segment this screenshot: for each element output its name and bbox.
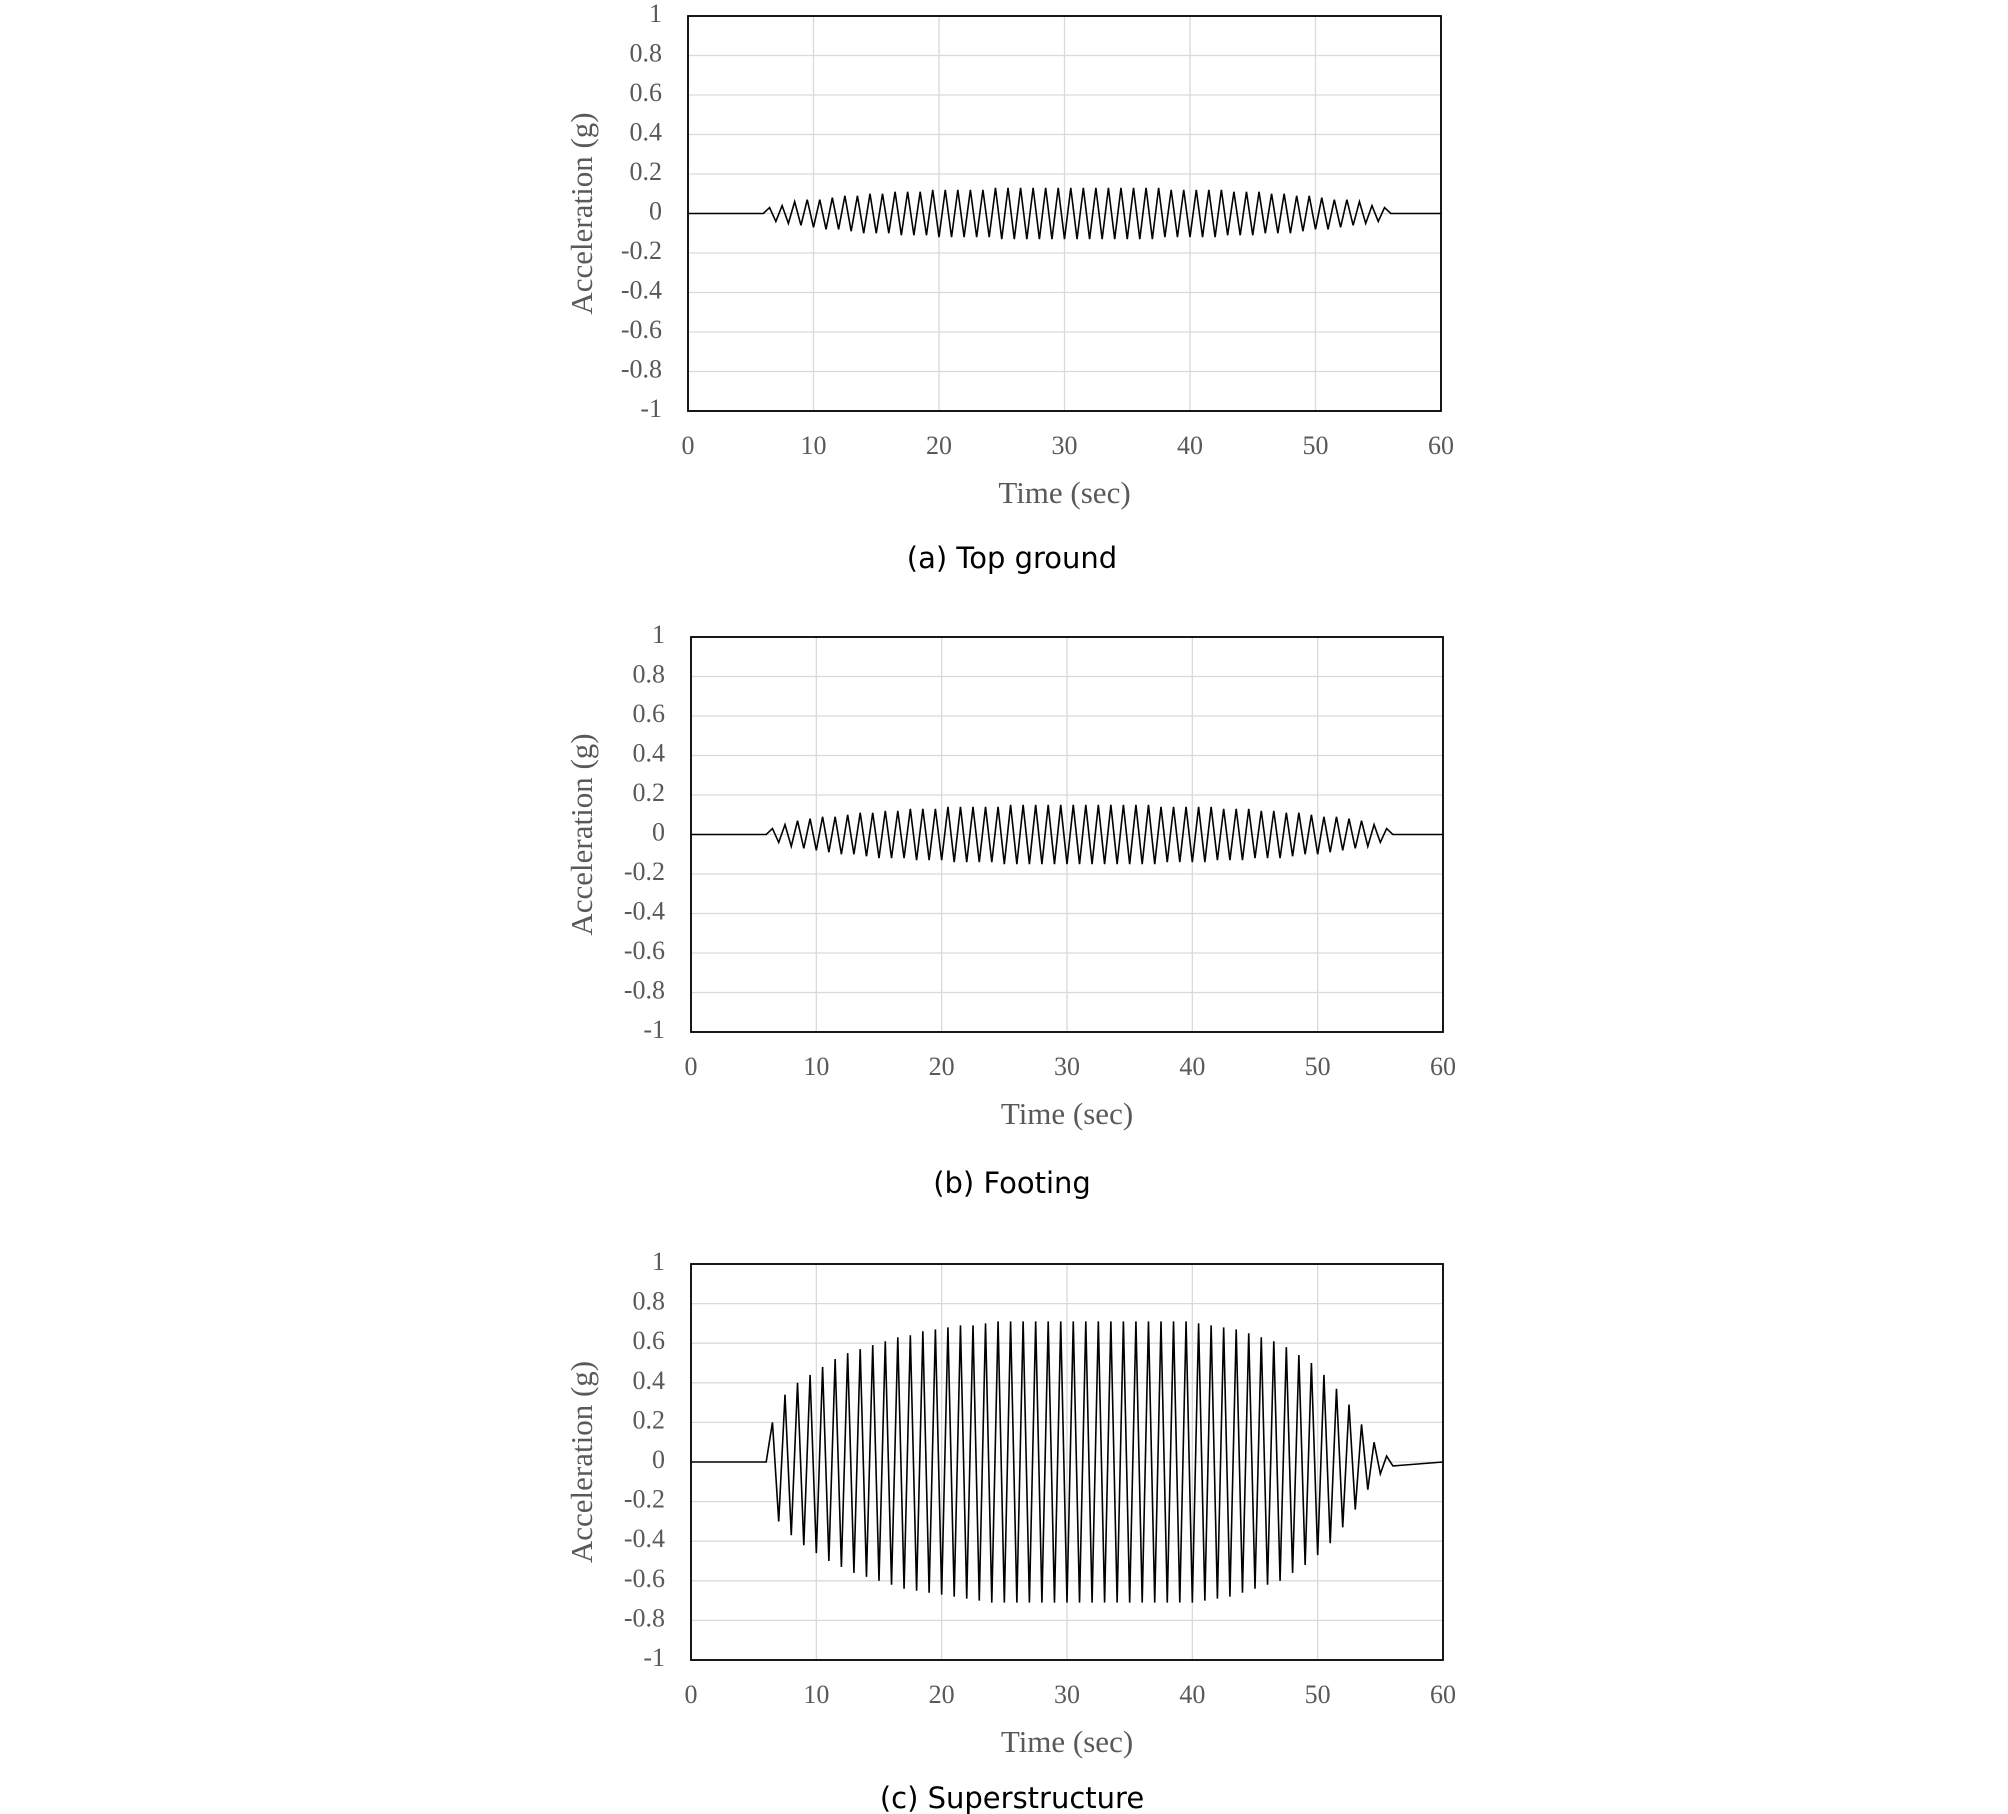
x-tick-label: 0 (685, 1052, 698, 1081)
y-axis-title: Acceleration (g) (564, 1361, 599, 1563)
plot-frame (687, 15, 1442, 412)
y-tick-label: -1 (643, 1643, 665, 1672)
x-tick-label: 30 (1054, 1680, 1080, 1709)
plot-frame (690, 636, 1444, 1033)
y-tick-label: -0.8 (624, 1603, 665, 1632)
y-tick-label: 0.6 (633, 1326, 666, 1355)
x-tick-label: 10 (801, 431, 827, 460)
y-tick-label: 0.8 (633, 1287, 666, 1316)
x-tick-label: 40 (1179, 1680, 1205, 1709)
y-tick-label: 1 (652, 1247, 665, 1276)
x-tick-label: 20 (926, 431, 952, 460)
signal-line (688, 187, 1441, 240)
y-tick-label: 0.4 (633, 1366, 666, 1395)
y-tick-label: 0.2 (633, 1405, 666, 1434)
x-tick-label: 60 (1430, 1052, 1456, 1081)
y-tick-label: 0.4 (630, 117, 663, 146)
x-axis-title: Time (sec) (1001, 1096, 1133, 1131)
y-tick-label: 1 (652, 620, 665, 649)
x-tick-label: 40 (1179, 1052, 1205, 1081)
y-axis-title: Acceleration (g) (564, 733, 599, 935)
signal-line (691, 804, 1443, 865)
chart-caption: (c) Superstructure (880, 1781, 1144, 1814)
y-tick-label: -0.2 (621, 236, 662, 265)
x-tick-label: 60 (1428, 431, 1454, 460)
y-tick-label: -0.4 (624, 896, 665, 925)
y-tick-label: -0.2 (624, 857, 665, 886)
y-tick-label: -0.6 (624, 1564, 665, 1593)
y-tick-label: 0 (652, 1445, 665, 1474)
x-axis-title: Time (sec) (998, 475, 1130, 510)
chart-caption: (a) Top ground (907, 541, 1117, 575)
x-tick-label: 0 (685, 1680, 698, 1709)
x-tick-label: 50 (1305, 1052, 1331, 1081)
x-tick-label: 30 (1052, 431, 1078, 460)
y-tick-label: 0 (649, 196, 662, 225)
y-tick-label: 0.2 (630, 157, 663, 186)
plot-frame (690, 1263, 1444, 1661)
x-tick-label: 50 (1303, 431, 1329, 460)
y-tick-label: -0.8 (624, 975, 665, 1004)
x-tick-label: 20 (929, 1680, 955, 1709)
y-tick-label: -0.8 (621, 354, 662, 383)
x-tick-label: 20 (929, 1052, 955, 1081)
x-tick-label: 60 (1430, 1680, 1456, 1709)
y-tick-label: -1 (643, 1015, 665, 1044)
signal-line (691, 1321, 1444, 1603)
y-tick-label: 0.6 (630, 78, 663, 107)
x-axis-title: Time (sec) (1001, 1724, 1133, 1759)
y-tick-label: 1 (649, 0, 662, 28)
y-tick-label: -0.4 (624, 1524, 665, 1553)
y-axis-title: Acceleration (g) (564, 112, 599, 314)
chart-caption: (b) Footing (933, 1166, 1091, 1200)
x-tick-label: 10 (803, 1052, 829, 1081)
x-tick-label: 40 (1177, 431, 1203, 460)
x-tick-label: 10 (803, 1680, 829, 1709)
y-tick-label: 0 (652, 817, 665, 846)
y-tick-label: 0.4 (633, 738, 666, 767)
x-tick-label: 0 (682, 431, 695, 460)
y-tick-label: -1 (640, 394, 662, 423)
x-tick-label: 30 (1054, 1052, 1080, 1081)
y-tick-label: -0.6 (621, 315, 662, 344)
y-tick-label: 0.8 (633, 659, 666, 688)
y-tick-label: 0.8 (630, 38, 663, 67)
y-tick-label: -0.6 (624, 936, 665, 965)
y-tick-label: -0.4 (621, 275, 662, 304)
x-tick-label: 50 (1305, 1680, 1331, 1709)
y-tick-label: 0.2 (633, 778, 666, 807)
y-tick-label: -0.2 (624, 1485, 665, 1514)
y-tick-label: 0.6 (633, 699, 666, 728)
